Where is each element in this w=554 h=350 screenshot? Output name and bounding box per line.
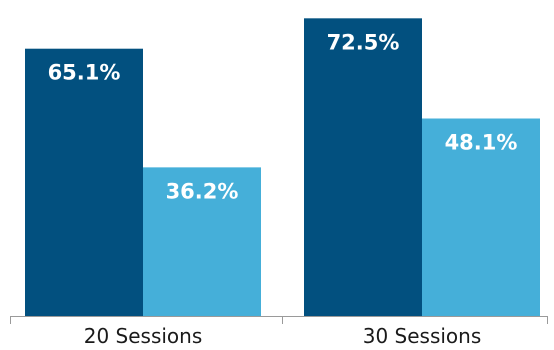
- bar-1-1: [25, 48, 143, 316]
- x-axis: [10, 316, 548, 324]
- bars: [25, 18, 540, 317]
- data-label: 72.5%: [327, 30, 400, 54]
- data-labels: 65.1% 36.2% 72.5% 48.1%: [48, 30, 518, 203]
- data-label: 65.1%: [48, 61, 121, 85]
- bar-2-1: [304, 18, 422, 317]
- bar-2-2: [422, 118, 540, 316]
- category-label: 30 Sessions: [363, 324, 482, 348]
- data-label: 48.1%: [445, 131, 518, 155]
- category-label: 20 Sessions: [84, 324, 203, 348]
- category-labels: 20 Sessions 30 Sessions: [84, 324, 482, 348]
- bar-1-2: [143, 167, 261, 316]
- data-label: 36.2%: [166, 179, 239, 203]
